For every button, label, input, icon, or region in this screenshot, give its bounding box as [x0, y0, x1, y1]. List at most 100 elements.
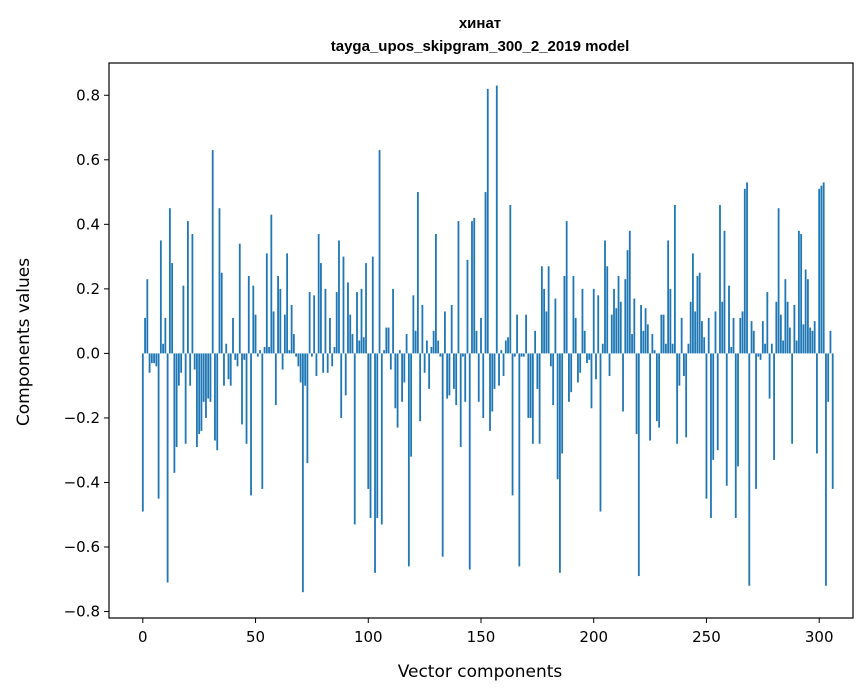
bar [759, 353, 762, 360]
bar [565, 221, 568, 354]
bar [171, 263, 174, 354]
bar [383, 350, 385, 354]
bar [559, 353, 561, 573]
bar [338, 240, 340, 354]
bar [655, 353, 658, 422]
bar [209, 353, 212, 402]
bar [676, 353, 679, 444]
bar [698, 272, 701, 354]
y-tick-label: −0.6 [64, 538, 100, 556]
bar [493, 353, 496, 389]
bar [162, 343, 165, 354]
bar [270, 214, 273, 354]
bar [234, 353, 237, 360]
y-tick-label: −0.8 [64, 603, 100, 621]
bar [610, 314, 613, 354]
bar [714, 311, 717, 354]
bar [750, 321, 753, 354]
bar [577, 353, 579, 383]
bar [710, 353, 712, 518]
bar [414, 330, 417, 354]
chart-title: хинат [459, 15, 501, 32]
bar [477, 353, 480, 402]
bar [795, 340, 798, 354]
bar [475, 330, 478, 354]
bar [520, 353, 523, 357]
bar [220, 272, 223, 354]
bar [793, 305, 796, 354]
bar [813, 321, 816, 354]
bar [547, 266, 550, 354]
bar [435, 234, 437, 354]
bar [513, 353, 516, 357]
bar [252, 285, 255, 354]
bar [540, 266, 543, 354]
bar [509, 204, 512, 354]
bar [229, 353, 232, 386]
bar [615, 308, 618, 354]
bar [347, 282, 349, 354]
bar [696, 275, 699, 354]
bar [595, 353, 597, 380]
bar [822, 182, 825, 354]
bar [660, 314, 663, 354]
bar [401, 353, 403, 402]
bar [322, 353, 325, 373]
bar [286, 253, 289, 354]
bar [683, 353, 685, 376]
bar [214, 353, 216, 441]
bar [279, 288, 282, 354]
bar [757, 353, 760, 357]
bar [486, 88, 489, 354]
bar [703, 337, 706, 354]
bar [728, 285, 730, 354]
bar [329, 317, 331, 354]
bar [658, 353, 661, 428]
bar [256, 353, 259, 357]
bar [491, 353, 494, 412]
bar [423, 353, 426, 373]
bar [831, 353, 834, 489]
bar [748, 353, 751, 586]
bar [737, 353, 739, 467]
bar [453, 353, 455, 389]
bar [730, 346, 733, 354]
bar [198, 353, 201, 435]
bar [581, 288, 584, 354]
bar [484, 192, 487, 354]
bar [365, 263, 367, 354]
bar [644, 308, 647, 354]
bar [662, 314, 665, 354]
bar [326, 353, 329, 373]
bars-group [141, 85, 834, 593]
bar [818, 188, 821, 354]
bar [633, 298, 636, 354]
bar [245, 353, 248, 444]
bar [538, 353, 541, 444]
bar [649, 353, 651, 441]
bar [732, 317, 735, 354]
bar [719, 204, 721, 354]
bar [421, 305, 424, 354]
bar [272, 311, 275, 354]
bar [707, 317, 710, 354]
bar [804, 269, 807, 354]
bar [773, 353, 775, 460]
bar [351, 334, 354, 354]
bar [473, 217, 476, 354]
bar [419, 353, 422, 422]
bar [277, 275, 279, 354]
bar [592, 288, 595, 354]
bar [462, 353, 464, 357]
bar [653, 350, 656, 354]
bar [635, 353, 638, 435]
bar [416, 192, 419, 354]
bar [687, 343, 690, 354]
bar [646, 324, 649, 354]
bar [563, 275, 566, 354]
bar [529, 353, 532, 418]
y-axis-label: Components values [14, 258, 34, 426]
bar [637, 353, 640, 577]
bar [667, 240, 670, 354]
bar [786, 301, 789, 354]
